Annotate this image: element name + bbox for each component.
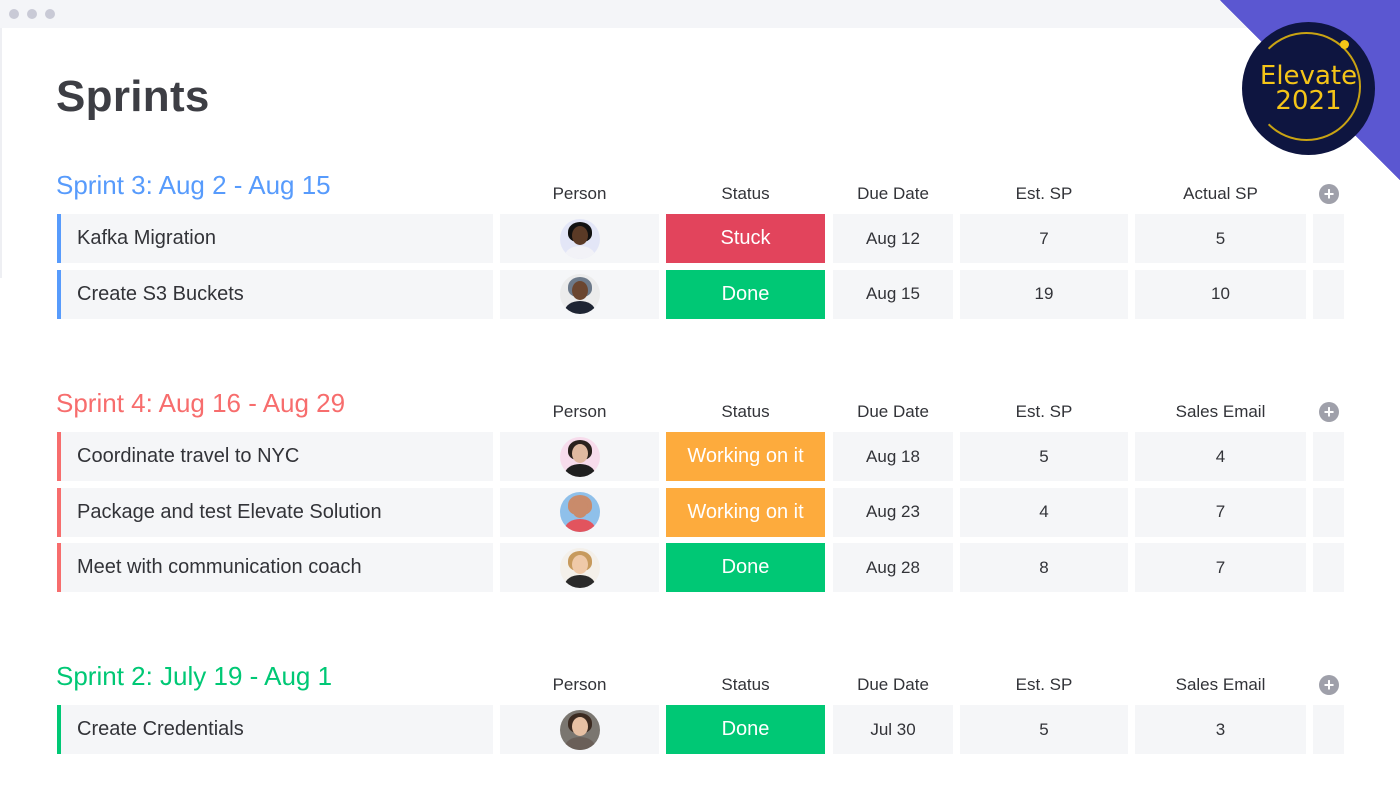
last-column-cell[interactable]: 10 bbox=[1135, 269, 1306, 319]
status-label[interactable]: Stuck bbox=[666, 214, 825, 263]
group-title[interactable]: Sprint 4: Aug 16 - Aug 29 bbox=[56, 388, 346, 418]
woman-blonde-avatar[interactable] bbox=[559, 547, 600, 588]
est-sp-cell[interactable]: 8 bbox=[960, 543, 1128, 592]
due-date-cell[interactable]: Aug 28 bbox=[833, 543, 953, 592]
due-date-cell[interactable]: Aug 23 bbox=[833, 487, 953, 537]
task-name: Coordinate travel to NYC bbox=[77, 445, 300, 467]
column-header-due[interactable]: Due Date bbox=[857, 402, 929, 421]
window-dot-icon bbox=[45, 9, 55, 19]
add-column-plus-icon[interactable]: + bbox=[1319, 402, 1339, 422]
woman-smiling-avatar[interactable] bbox=[559, 709, 600, 750]
man-sunglasses-avatar[interactable] bbox=[559, 492, 600, 532]
task-row[interactable]: Create Credentials Done Jul 30 5 3 bbox=[0, 705, 1400, 754]
window-dot-icon bbox=[9, 9, 19, 19]
add-column-plus-icon[interactable]: + bbox=[1319, 184, 1339, 204]
column-header-status[interactable]: Status bbox=[721, 402, 770, 421]
column-header-status[interactable]: Status bbox=[721, 675, 770, 694]
empty-extra-cell[interactable] bbox=[1313, 543, 1344, 592]
window-titlebar bbox=[0, 0, 1400, 28]
column-header-est[interactable]: Est. SP bbox=[1015, 675, 1073, 694]
est-sp-cell[interactable]: 5 bbox=[960, 705, 1128, 754]
column-header-last[interactable]: Actual SP bbox=[1183, 184, 1258, 203]
empty-extra-cell[interactable] bbox=[1313, 487, 1344, 537]
add-column-plus-icon[interactable]: + bbox=[1319, 675, 1339, 695]
column-header-due[interactable]: Due Date bbox=[857, 184, 929, 203]
task-name: Package and test Elevate Solution bbox=[77, 500, 382, 523]
column-header-status[interactable]: Status bbox=[721, 184, 770, 203]
task-name-cell[interactable]: Coordinate travel to NYC bbox=[57, 432, 493, 481]
group-title[interactable]: Sprint 2: July 19 - Aug 1 bbox=[56, 661, 333, 691]
due-date-cell[interactable]: Aug 15 bbox=[833, 269, 953, 319]
person-cell[interactable] bbox=[500, 432, 659, 481]
task-name: Meet with communication coach bbox=[77, 556, 362, 578]
man-cap-avatar[interactable] bbox=[559, 274, 600, 314]
due-date-cell[interactable]: Jul 30 bbox=[833, 705, 953, 754]
est-sp-cell[interactable]: 19 bbox=[960, 269, 1128, 319]
status-label[interactable]: Working on it bbox=[666, 487, 825, 537]
task-name-cell[interactable]: Kafka Migration bbox=[57, 214, 493, 263]
column-header-due[interactable]: Due Date bbox=[857, 675, 929, 694]
column-header-person[interactable]: Person bbox=[552, 675, 607, 694]
status-label[interactable]: Done bbox=[666, 543, 825, 592]
task-name-cell[interactable]: Create S3 Buckets bbox=[57, 269, 493, 319]
person-cell[interactable] bbox=[500, 705, 659, 754]
group-color-bar bbox=[57, 269, 61, 319]
person-cell[interactable] bbox=[500, 487, 659, 537]
column-header-last[interactable]: Sales Email bbox=[1175, 675, 1266, 694]
task-row[interactable]: Kafka Migration Stuck Aug 12 7 5 bbox=[0, 214, 1400, 263]
badge-orbit-dot-icon bbox=[1340, 40, 1349, 49]
group-color-bar bbox=[57, 487, 61, 537]
column-header-person[interactable]: Person bbox=[552, 184, 607, 203]
person-cell[interactable] bbox=[500, 269, 659, 319]
task-name-cell[interactable]: Package and test Elevate Solution bbox=[57, 487, 493, 537]
est-sp-cell[interactable]: 5 bbox=[960, 432, 1128, 481]
due-date-cell[interactable]: Aug 18 bbox=[833, 432, 953, 481]
column-header-last[interactable]: Sales Email bbox=[1175, 402, 1266, 421]
page-title: Sprints bbox=[56, 72, 210, 121]
column-header-est[interactable]: Est. SP bbox=[1015, 184, 1073, 203]
last-column-cell[interactable]: 5 bbox=[1135, 214, 1306, 263]
group-color-bar bbox=[57, 705, 61, 754]
group-color-bar bbox=[57, 214, 61, 263]
last-column-cell[interactable]: 7 bbox=[1135, 543, 1306, 592]
task-row[interactable]: Package and test Elevate Solution Working… bbox=[0, 487, 1400, 537]
empty-extra-cell[interactable] bbox=[1313, 432, 1344, 481]
task-name-cell[interactable]: Create Credentials bbox=[57, 705, 493, 754]
empty-extra-cell[interactable] bbox=[1313, 705, 1344, 754]
group-color-bar bbox=[57, 543, 61, 592]
column-header-est[interactable]: Est. SP bbox=[1015, 402, 1073, 421]
column-header-person[interactable]: Person bbox=[552, 402, 607, 421]
est-sp-cell[interactable]: 4 bbox=[960, 487, 1128, 537]
group-color-bar bbox=[57, 432, 61, 481]
woman-glasses-avatar[interactable] bbox=[559, 218, 600, 259]
task-row[interactable]: Meet with communication coach Done Aug 28 8… bbox=[0, 543, 1400, 592]
status-label[interactable]: Done bbox=[666, 269, 825, 319]
empty-extra-cell[interactable] bbox=[1313, 214, 1344, 263]
last-column-cell[interactable]: 4 bbox=[1135, 432, 1306, 481]
group-title[interactable]: Sprint 3: Aug 2 - Aug 15 bbox=[56, 170, 331, 200]
window-dot-icon bbox=[27, 9, 37, 19]
badge-line1: Elevate bbox=[1259, 60, 1358, 91]
elevate-2021-badge: Elevate 2021 bbox=[1242, 22, 1375, 155]
woman-dark-hair-avatar[interactable] bbox=[559, 436, 600, 477]
due-date-cell[interactable]: Aug 12 bbox=[833, 214, 953, 263]
status-label[interactable]: Done bbox=[666, 705, 825, 754]
task-row[interactable]: Coordinate travel to NYC Working on it Aug… bbox=[0, 432, 1400, 481]
task-row[interactable]: Create S3 Buckets Done Aug 15 19 10 bbox=[0, 269, 1400, 319]
task-name: Kafka Migration bbox=[77, 227, 216, 249]
empty-extra-cell[interactable] bbox=[1313, 269, 1344, 319]
status-label[interactable]: Working on it bbox=[666, 432, 825, 481]
person-cell[interactable] bbox=[500, 214, 659, 263]
window-frame-edge bbox=[0, 28, 2, 278]
task-name: Create Credentials bbox=[77, 718, 244, 740]
badge-ring-icon bbox=[1252, 32, 1361, 141]
task-name: Create S3 Buckets bbox=[77, 282, 244, 305]
last-column-cell[interactable]: 3 bbox=[1135, 705, 1306, 754]
est-sp-cell[interactable]: 7 bbox=[960, 214, 1128, 263]
task-name-cell[interactable]: Meet with communication coach bbox=[57, 543, 493, 592]
person-cell[interactable] bbox=[500, 543, 659, 592]
badge-line2: 2021 bbox=[1275, 85, 1342, 116]
last-column-cell[interactable]: 7 bbox=[1135, 487, 1306, 537]
